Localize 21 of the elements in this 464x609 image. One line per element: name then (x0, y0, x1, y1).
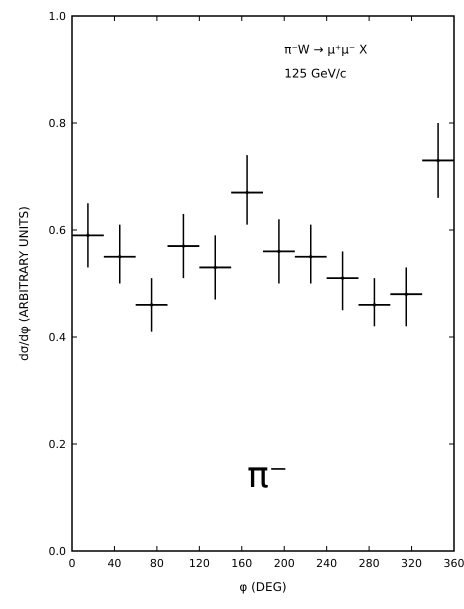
x-axis-title: φ (DEG) (239, 580, 287, 594)
y-axis-title: dσ/dφ (ARBITRARY UNITS) (17, 206, 31, 361)
x-tick-label: 200 (274, 557, 295, 570)
x-tick-label: 120 (188, 557, 210, 570)
y-tick-label: 1.0 (48, 10, 66, 23)
x-tick-label: 240 (316, 557, 338, 570)
y-tick-label: 0.6 (48, 224, 66, 237)
x-tick-label: 320 (401, 557, 422, 570)
annotation: π⁻ (247, 454, 288, 496)
x-tick-label: 160 (231, 557, 252, 570)
x-tick-label: 360 (444, 557, 464, 570)
x-tick-label: 80 (150, 557, 164, 570)
annotation: π⁻W → μ⁺μ⁻ X (284, 42, 368, 56)
x-tick-label: 40 (107, 557, 122, 570)
y-tick-label: 0.0 (48, 545, 66, 558)
x-tick-label: 0 (68, 557, 76, 570)
annotation: 125 GeV/c (284, 66, 346, 81)
x-tick-label: 280 (358, 557, 380, 570)
y-tick-label: 0.8 (48, 117, 66, 130)
y-tick-label: 0.4 (48, 331, 66, 344)
y-tick-label: 0.2 (48, 438, 66, 451)
